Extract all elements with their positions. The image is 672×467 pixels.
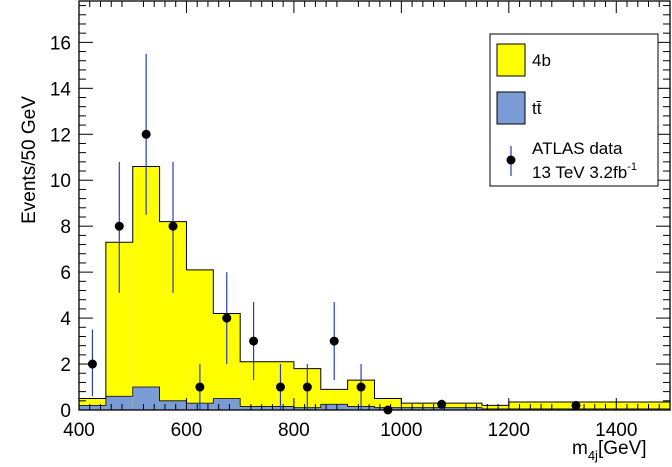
y-tick-label-5: 10 xyxy=(50,171,71,192)
y-tick-label-2: 4 xyxy=(60,309,71,330)
data-point-9 xyxy=(329,336,339,346)
bar-ttbar-6 xyxy=(240,406,268,410)
legend-label-data-lumi-exp: -1 xyxy=(627,161,637,173)
y-tick-label-8: 16 xyxy=(50,33,71,54)
bar-ttbar-2 xyxy=(132,387,160,410)
legend-swatch-ttbar xyxy=(496,91,526,125)
legend-label-ttbar: tt̄ xyxy=(532,99,542,118)
y-tick-label-6: 12 xyxy=(50,125,71,146)
y-tick-label-0: 0 xyxy=(60,401,71,422)
x-tick-label-1: 600 xyxy=(171,420,203,441)
y-tick-label-1: 2 xyxy=(60,355,71,376)
bar-ttbar-3 xyxy=(159,400,187,410)
x-tick-label-5: 1400 xyxy=(595,420,637,441)
y-tick-label-7: 14 xyxy=(50,79,72,100)
data-point-4 xyxy=(195,382,205,392)
legend-label-data-lumi: 13 TeV 3.2fb xyxy=(532,163,627,182)
stack-outline-4b xyxy=(78,165,671,410)
data-point-1 xyxy=(114,221,124,231)
data-point-5 xyxy=(222,313,232,323)
bar-4b-16 xyxy=(508,401,670,410)
x-tick-label-4: 1200 xyxy=(488,420,530,441)
x-tick-label-3: 1000 xyxy=(380,420,422,441)
y-axis-title: Events/50 GeV xyxy=(19,96,40,224)
legend: 4b tt̄ ATLAS data 13 TeV 3.2fb-1 xyxy=(489,33,659,187)
legend-label-data-line2: 13 TeV 3.2fb-1 xyxy=(532,161,637,182)
y-tick-label-4: 8 xyxy=(60,217,71,238)
plot-frame xyxy=(78,0,671,411)
y-tick-label-3: 6 xyxy=(60,263,71,284)
legend-label-data-line1: ATLAS data xyxy=(532,139,623,158)
bar-ttbar-1 xyxy=(105,396,133,410)
x-axis-title-main: m xyxy=(572,438,588,459)
plot-content xyxy=(78,53,671,415)
x-axis-title-unit: [GeV] xyxy=(598,438,647,459)
bar-4b-15 xyxy=(481,405,509,410)
data-point-7 xyxy=(275,382,285,392)
bar-4b-0 xyxy=(79,398,106,410)
bar-ttbar-5 xyxy=(213,398,241,410)
data-point-2 xyxy=(141,129,151,139)
bar-ttbar-9 xyxy=(320,404,348,410)
legend-swatch-4b xyxy=(496,43,526,77)
legend-label-4b: 4b xyxy=(532,51,551,70)
x-axis-title: m4j[GeV] xyxy=(572,438,647,463)
data-point-8 xyxy=(302,382,312,392)
x-axis-title-sub: 4j xyxy=(588,448,598,463)
data-point-10 xyxy=(356,382,366,392)
legend-data-marker xyxy=(506,155,516,165)
bar-ttbar-12 xyxy=(401,407,429,410)
bar-4b-12 xyxy=(401,403,429,410)
bar-4b-11 xyxy=(374,398,402,410)
bar-ttbar-14 xyxy=(455,407,482,410)
data-point-3 xyxy=(168,221,178,231)
x-tick-label-0: 400 xyxy=(63,420,95,441)
bar-4b-14 xyxy=(455,403,482,410)
data-point-6 xyxy=(249,336,259,346)
x-tick-label-2: 800 xyxy=(278,420,310,441)
axis-ticks xyxy=(78,1,670,411)
tick-labels: 400 600 800 1000 1200 1400 0 2 4 6 8 10 12 14 16 xyxy=(50,33,638,441)
bar-ttbar-0 xyxy=(79,405,106,410)
